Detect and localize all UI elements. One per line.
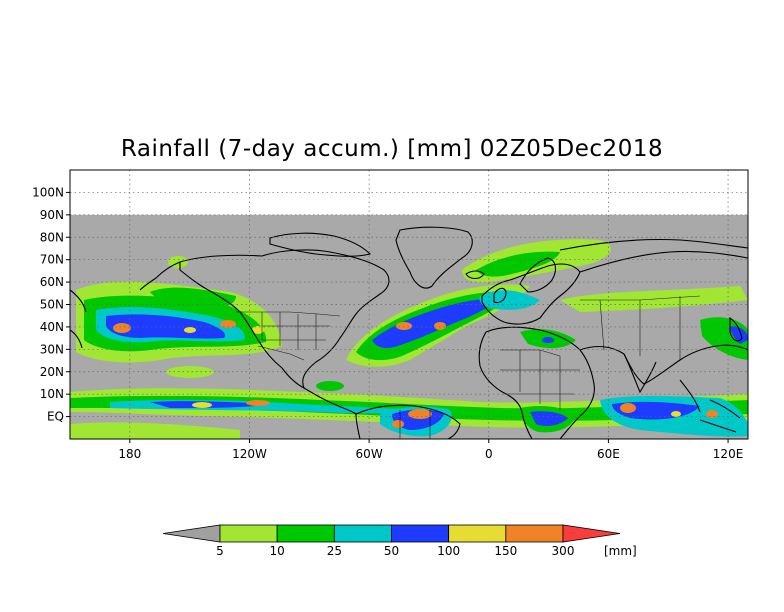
legend-swatch <box>448 524 507 543</box>
lat-label: 70N <box>40 253 64 267</box>
lat-label: 60N <box>40 275 64 289</box>
lon-label: 0 <box>485 447 493 461</box>
legend-threshold-label: 25 <box>327 544 342 558</box>
legend-swatch <box>219 524 278 543</box>
rain-patch-npacific-blue <box>106 314 226 339</box>
rain-patch-indian-core-1 <box>620 403 636 413</box>
lat-label: 100N <box>32 185 64 199</box>
rain-patch-indian-core-3 <box>671 411 681 417</box>
legend-swatch <box>333 524 392 543</box>
lat-label: 90N <box>40 208 64 222</box>
legend-threshold-label: 300 <box>552 544 575 558</box>
coast-asia <box>579 250 748 385</box>
rain-patch-npacific-core-3 <box>252 326 264 334</box>
coast-greenland <box>395 226 473 289</box>
rain-patch-itcz-core-1 <box>246 400 270 406</box>
rain-patch-npacific-core-4 <box>184 327 196 333</box>
coast-central-america <box>303 387 357 415</box>
border-us-states <box>261 312 330 350</box>
rain-patch-south-pacific <box>70 422 240 439</box>
coast-west-edge <box>70 289 87 349</box>
border-south-america <box>399 410 431 439</box>
rain-patch-nordic-green <box>476 251 560 277</box>
lat-label: 10N <box>40 387 64 401</box>
legend-threshold-label: 150 <box>494 544 517 558</box>
rain-patch-natlantic-core-2 <box>434 322 446 330</box>
coast-north-america <box>179 249 390 390</box>
rain-patch-natlantic-core-1 <box>396 322 412 330</box>
political-borders <box>236 295 701 439</box>
lat-label: 80N <box>40 230 64 244</box>
legend-threshold-label: 50 <box>384 544 399 558</box>
rain-patch-europe <box>479 290 540 310</box>
coast-siberia-north <box>559 238 748 251</box>
legend-swatch <box>276 524 335 543</box>
legend-swatch <box>391 524 450 543</box>
map-title: Rainfall (7-day accum.) [mm] 02Z05Dec201… <box>120 136 664 162</box>
coast-scandinavia <box>519 257 557 293</box>
rain-patch-central-africa-blue <box>530 411 568 426</box>
lon-label: 120W <box>232 447 267 461</box>
lat-label: 50N <box>40 298 64 312</box>
rain-patch-amazon-core <box>408 409 432 419</box>
rain-patch-natlantic-blue <box>372 298 500 348</box>
lat-label: 40N <box>40 320 64 334</box>
lon-label: 60W <box>356 447 383 461</box>
map-gridlines <box>70 170 748 439</box>
latitude-labels: 100N 90N 80N 70N 60N 50N 40N 30N 20N 10N EQ <box>32 185 70 424</box>
color-legend: 5 10 25 50 100 150 300 [mm] <box>162 524 637 558</box>
lat-label: EQ <box>47 410 64 424</box>
legend-unit-label: [mm] <box>604 544 637 558</box>
legend-threshold-label: 10 <box>270 544 285 558</box>
map-area <box>70 170 748 439</box>
lon-label: 180 <box>118 447 141 461</box>
rain-patch-gulf-alaska <box>150 287 236 309</box>
coast-iceland <box>465 270 485 280</box>
lat-label: 20N <box>40 365 64 379</box>
legend-arrow-low <box>162 524 221 543</box>
border-us-canada <box>236 311 341 317</box>
lon-label: 60E <box>597 447 620 461</box>
rain-patch-colombia <box>392 420 404 428</box>
rain-patch-npacific-core-2 <box>220 320 236 328</box>
rain-patch-med-core <box>542 337 554 343</box>
coast-europe <box>481 263 581 325</box>
legend-arrow-high <box>562 524 621 543</box>
coast-se-asia <box>679 379 741 433</box>
border-africa <box>500 349 580 410</box>
longitude-labels: 180 120W 60W 0 60E 120E <box>118 439 743 461</box>
legend-threshold-label: 100 <box>437 544 460 558</box>
rain-patch-itcz-core-2 <box>192 402 212 408</box>
lat-label: 30N <box>40 342 64 356</box>
coast-uk <box>493 287 507 304</box>
rain-patch-central-pacific <box>166 366 214 378</box>
coast-alaska <box>139 261 181 291</box>
rain-patch-east-asia-blue <box>730 326 748 344</box>
rain-patch-caribbean <box>316 381 344 391</box>
rain-patch-npacific-core-1 <box>113 323 131 333</box>
coast-canadian-arctic <box>269 232 372 257</box>
border-mexico <box>257 345 305 361</box>
legend-swatch <box>505 524 564 543</box>
coastlines <box>70 226 748 439</box>
coast-india <box>623 353 657 394</box>
coast-japan <box>729 316 743 342</box>
lon-label: 120E <box>713 447 744 461</box>
rain-patch-indian-core-2 <box>706 410 718 418</box>
border-asia <box>580 295 701 360</box>
coast-south-america <box>355 404 461 439</box>
legend-threshold-label: 5 <box>216 544 224 558</box>
